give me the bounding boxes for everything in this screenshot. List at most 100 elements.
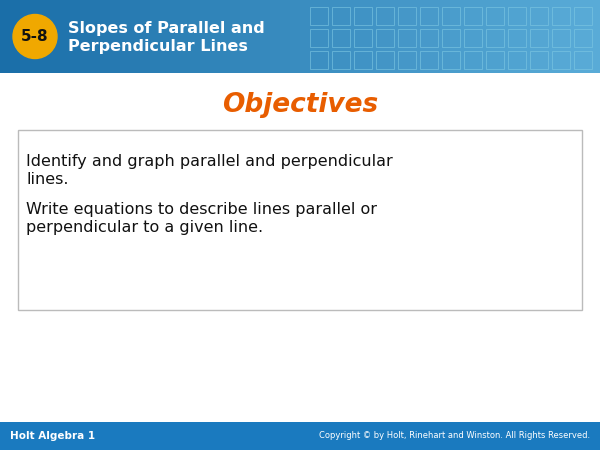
Bar <box>332 51 350 69</box>
Text: Write equations to describe lines parallel or: Write equations to describe lines parall… <box>26 202 377 217</box>
Bar <box>464 51 482 69</box>
Bar <box>0 0 11 73</box>
Text: 5-8: 5-8 <box>21 29 49 44</box>
Bar <box>370 0 381 73</box>
Bar <box>330 0 341 73</box>
Bar <box>220 0 231 73</box>
Bar <box>552 29 570 47</box>
Bar <box>464 29 482 47</box>
Bar <box>574 51 592 69</box>
Bar <box>460 0 471 73</box>
Bar <box>240 0 251 73</box>
Bar <box>450 0 461 73</box>
Bar <box>420 7 438 25</box>
Bar <box>90 0 101 73</box>
Bar <box>508 7 526 25</box>
Bar <box>300 0 311 73</box>
Bar <box>398 51 416 69</box>
Bar <box>320 0 331 73</box>
Bar <box>398 7 416 25</box>
Bar <box>310 51 328 69</box>
Text: Holt Algebra 1: Holt Algebra 1 <box>10 431 95 441</box>
Bar <box>508 29 526 47</box>
Bar <box>210 0 221 73</box>
Bar <box>486 7 504 25</box>
Bar <box>60 0 71 73</box>
Bar <box>570 0 581 73</box>
Bar <box>110 0 121 73</box>
Bar <box>190 0 201 73</box>
Bar <box>290 0 301 73</box>
Bar <box>560 0 571 73</box>
Bar <box>70 0 81 73</box>
Bar <box>508 51 526 69</box>
Bar <box>0 422 600 450</box>
Text: Copyright © by Holt, Rinehart and Winston. All Rights Reserved.: Copyright © by Holt, Rinehart and Winsto… <box>319 432 590 441</box>
Bar <box>310 0 321 73</box>
Bar <box>354 29 372 47</box>
Bar <box>360 0 371 73</box>
Text: Slopes of Parallel and: Slopes of Parallel and <box>68 21 265 36</box>
Bar <box>486 29 504 47</box>
Text: lines.: lines. <box>26 172 68 187</box>
Bar <box>420 51 438 69</box>
Bar <box>420 0 431 73</box>
Bar <box>260 0 271 73</box>
Bar <box>354 51 372 69</box>
Bar <box>50 0 61 73</box>
Bar <box>486 51 504 69</box>
Bar <box>140 0 151 73</box>
Bar <box>398 29 416 47</box>
Bar <box>332 7 350 25</box>
Bar <box>530 51 548 69</box>
Bar <box>442 7 460 25</box>
Bar <box>80 0 91 73</box>
Text: Identify and graph parallel and perpendicular: Identify and graph parallel and perpendi… <box>26 154 393 169</box>
Bar <box>130 0 141 73</box>
Bar <box>470 0 481 73</box>
Bar <box>230 0 241 73</box>
Bar <box>376 29 394 47</box>
Bar <box>574 29 592 47</box>
Bar <box>380 0 391 73</box>
Bar <box>530 29 548 47</box>
Bar <box>552 51 570 69</box>
Bar <box>180 0 191 73</box>
Text: perpendicular to a given line.: perpendicular to a given line. <box>26 220 263 235</box>
Bar <box>250 0 261 73</box>
Bar <box>480 0 491 73</box>
Bar <box>510 0 521 73</box>
Bar <box>310 29 328 47</box>
Bar <box>574 7 592 25</box>
Bar <box>520 0 531 73</box>
Text: Perpendicular Lines: Perpendicular Lines <box>68 39 248 54</box>
Bar <box>20 0 31 73</box>
Bar <box>350 0 361 73</box>
Bar <box>150 0 161 73</box>
Bar <box>340 0 351 73</box>
Text: Objectives: Objectives <box>222 92 378 118</box>
Bar <box>310 7 328 25</box>
Bar <box>10 0 21 73</box>
Bar <box>430 0 441 73</box>
Bar <box>490 0 501 73</box>
Bar <box>280 0 291 73</box>
Bar <box>550 0 561 73</box>
Bar <box>354 7 372 25</box>
Bar <box>160 0 171 73</box>
Bar <box>270 0 281 73</box>
Bar <box>390 0 401 73</box>
Bar <box>332 29 350 47</box>
Bar <box>530 7 548 25</box>
Bar <box>400 0 411 73</box>
Bar <box>590 0 600 73</box>
Bar <box>552 7 570 25</box>
Bar <box>30 0 41 73</box>
Bar <box>530 0 541 73</box>
Bar <box>376 7 394 25</box>
Bar <box>170 0 181 73</box>
Bar <box>440 0 451 73</box>
Bar <box>464 7 482 25</box>
Bar <box>580 0 591 73</box>
Bar <box>376 51 394 69</box>
